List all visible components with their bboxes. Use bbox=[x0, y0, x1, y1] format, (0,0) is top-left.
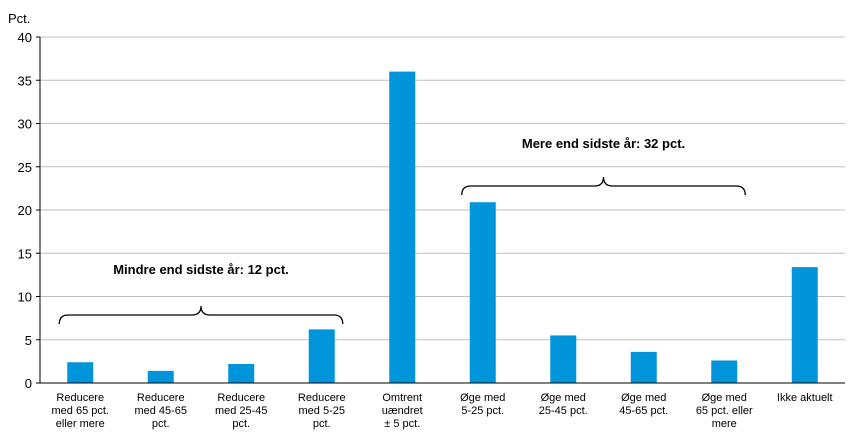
brace bbox=[461, 176, 746, 196]
x-tick-label: Øge med 45-65 pct. bbox=[619, 392, 668, 417]
x-tick-label: Øge med 5-25 pct. bbox=[460, 392, 505, 417]
x-tick-label: Reducere med 25-45 pct. bbox=[215, 392, 268, 430]
x-axis-labels: Reducere med 65 pct. eller mere Reducere med… bbox=[52, 392, 833, 430]
x-tick-label: Øge med 65 pct. eller mere bbox=[696, 392, 753, 430]
y-tick-label: 20 bbox=[18, 203, 32, 218]
x-tick-label: Reducere med 5-25 pct. bbox=[298, 392, 346, 430]
annotation-label: Mere end sidste år: 32 pct. bbox=[522, 136, 685, 151]
y-tick-label: 15 bbox=[18, 246, 32, 261]
brace bbox=[58, 305, 344, 325]
y-tick-label: 35 bbox=[18, 73, 32, 88]
bar bbox=[228, 363, 255, 383]
y-tick-label: 40 bbox=[18, 30, 32, 45]
bar bbox=[791, 267, 818, 383]
bar bbox=[308, 329, 335, 383]
bar bbox=[469, 202, 496, 383]
bar bbox=[630, 351, 657, 383]
gridlines bbox=[40, 36, 845, 341]
annotation-label: Mindre end sidste år: 12 pct. bbox=[113, 262, 289, 277]
bar bbox=[147, 370, 174, 383]
y-tick-label: 0 bbox=[25, 376, 32, 391]
annotations: Mindre end sidste år: 12 pct. Mere end si… bbox=[58, 136, 746, 325]
x-tick-label: Omtrent uændret ± 5 pct. bbox=[382, 392, 423, 430]
y-axis-ticks: 0 5 10 15 20 25 30 35 40 bbox=[18, 30, 40, 391]
y-tick-label: 30 bbox=[18, 117, 32, 132]
x-tick-label: Reducere med 45-65 pct. bbox=[134, 392, 187, 430]
bars bbox=[67, 71, 818, 383]
x-tick-label: Reducere med 65 pct. eller mere bbox=[52, 392, 109, 430]
bar bbox=[550, 335, 577, 383]
y-tick-label: 10 bbox=[18, 290, 32, 305]
x-tick-label: Øge med 25-45 pct. bbox=[539, 392, 588, 417]
bar bbox=[711, 360, 738, 383]
y-tick-label: 25 bbox=[18, 160, 32, 175]
y-axis-unit-label: Pct. bbox=[8, 11, 30, 26]
bar bbox=[389, 71, 416, 383]
y-tick-label: 5 bbox=[25, 333, 32, 348]
bar bbox=[67, 362, 94, 383]
x-tick-label: Ikke aktuelt bbox=[777, 392, 833, 404]
